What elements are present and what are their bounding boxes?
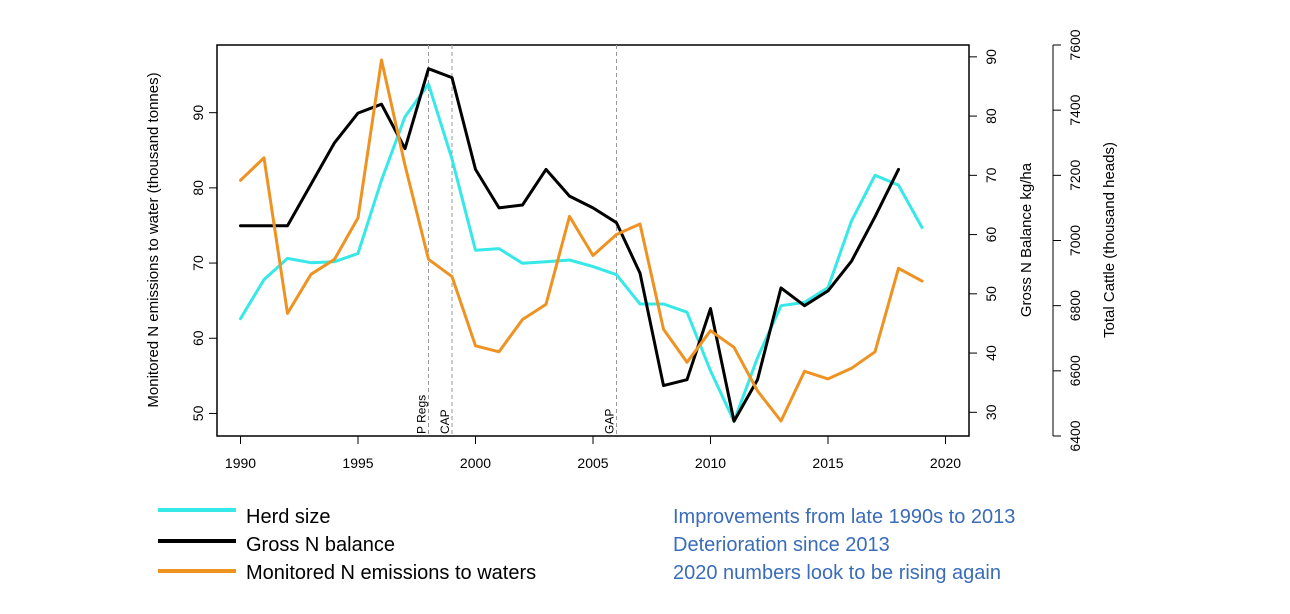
legend: Herd size Gross N balance Monitored N em… bbox=[158, 506, 536, 584]
reference-line-label: CAP bbox=[438, 409, 452, 434]
right1-tick-label: 90 bbox=[983, 49, 999, 65]
x-tick-label: 1990 bbox=[225, 455, 256, 471]
left-tick-label: 70 bbox=[190, 255, 206, 271]
x-tick-label: 2020 bbox=[930, 455, 961, 471]
right2-tick-label: 7600 bbox=[1067, 29, 1083, 60]
series-line-gross-n-balance bbox=[239, 67, 900, 423]
legend-label-gross-n-balance: Gross N balance bbox=[246, 534, 395, 556]
note-deterioration: Deterioration since 2013 bbox=[673, 534, 890, 556]
right2-tick-label: 6800 bbox=[1067, 290, 1083, 321]
right2-tick-label: 7200 bbox=[1067, 160, 1083, 191]
right2-tick-label: 6600 bbox=[1067, 355, 1083, 386]
right1-tick-label: 50 bbox=[983, 286, 999, 302]
x-tick-label: 2000 bbox=[460, 455, 491, 471]
left-tick-label: 80 bbox=[190, 180, 206, 196]
right2-tick-label: 7000 bbox=[1067, 225, 1083, 256]
series-line-herd-size bbox=[239, 82, 924, 423]
right2-tick-label: 6400 bbox=[1067, 420, 1083, 451]
right-axis-cattle-title: Total Cattle (thousand heads) bbox=[1101, 142, 1118, 338]
right1-tick-label: 30 bbox=[983, 404, 999, 420]
x-tick-label: 2010 bbox=[695, 455, 726, 471]
right1-tick-label: 80 bbox=[983, 108, 999, 124]
note-improvements: Improvements from late 1990s to 2013 bbox=[673, 506, 1015, 528]
legend-label-herd-size: Herd size bbox=[246, 506, 330, 528]
left-axis-title: Monitored N emissions to water (thousand… bbox=[145, 72, 162, 407]
reference-lines: P Regs CAP GAP bbox=[415, 45, 617, 436]
right-axis-gross-n: 30 40 50 60 70 80 90 bbox=[969, 49, 999, 420]
left-tick-label: 90 bbox=[190, 105, 206, 121]
plot-frame bbox=[216, 44, 970, 437]
note-rising: 2020 numbers look to be rising again bbox=[673, 562, 1001, 584]
left-tick-label: 60 bbox=[190, 330, 206, 346]
right1-tick-label: 40 bbox=[983, 345, 999, 361]
x-tick-label: 2005 bbox=[577, 455, 608, 471]
right1-tick-label: 70 bbox=[983, 167, 999, 183]
right-axis-gross-n-title: Gross N Balance kg/ha bbox=[1018, 162, 1035, 317]
series-line-monitored-n-emissions-to-waters bbox=[239, 58, 924, 423]
x-axis: 1990 1995 2000 2005 2010 2015 2020 bbox=[225, 436, 961, 471]
reference-line-label: GAP bbox=[603, 409, 617, 434]
legend-label-monitored-n: Monitored N emissions to waters bbox=[246, 562, 536, 584]
left-tick-label: 50 bbox=[190, 405, 206, 421]
right-axis-cattle: 6400 6600 6800 7000 7200 7400 7600 bbox=[1052, 29, 1083, 452]
left-axis: 50 60 70 80 90 bbox=[190, 105, 217, 421]
right1-tick-label: 60 bbox=[983, 227, 999, 243]
notes: Improvements from late 1990s to 2013 Det… bbox=[673, 506, 1015, 584]
x-tick-label: 1995 bbox=[342, 455, 373, 471]
x-tick-label: 2015 bbox=[812, 455, 843, 471]
series-lines bbox=[239, 58, 924, 423]
reference-line-label: P Regs bbox=[415, 395, 429, 434]
right2-tick-label: 7400 bbox=[1067, 94, 1083, 125]
